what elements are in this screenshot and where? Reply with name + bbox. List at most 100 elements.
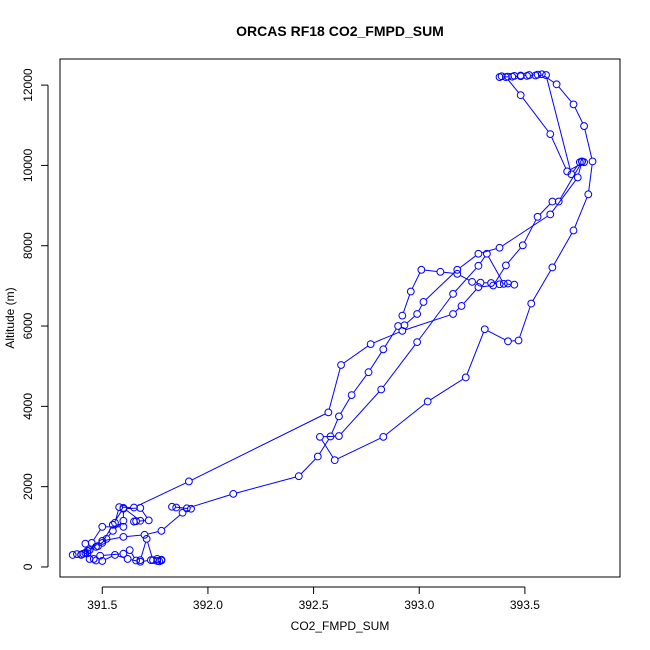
series-segment [406,315,415,324]
series-segment [143,560,148,562]
data-point [68,551,77,559]
series-segment [487,330,506,341]
data-point [453,269,462,278]
data-point [480,325,489,334]
data-point [229,489,238,498]
series-segment [147,531,159,535]
series-segment [569,163,582,171]
series-segment [236,476,296,494]
data-point [92,542,100,551]
series-segment [572,164,579,172]
data-point [406,287,415,296]
y-tick-label: 2000 [21,473,35,500]
data-point [495,280,504,289]
series-segment [340,397,351,414]
series-segment [553,233,573,265]
series-segment [532,270,552,301]
data-point [168,502,176,511]
series-segment [353,374,367,393]
data-series [77,534,166,566]
data-point [83,549,92,558]
data-point [123,555,132,563]
data-point [417,265,426,274]
data-point [157,526,166,535]
data-point [398,311,407,320]
data-point [578,157,586,166]
series-segment [114,510,123,523]
data-point [548,197,557,206]
data-point [324,408,333,417]
data-point [413,338,422,346]
data-point [499,279,508,288]
series-segment [584,129,593,159]
series-segment [131,552,135,558]
data-point [83,546,92,555]
data-point [187,504,195,513]
series-layer [68,70,597,566]
series-segment [405,314,450,331]
series-segment [114,522,122,529]
y-tick-label: 10000 [21,148,35,182]
series-segment [574,197,588,228]
series-segment [418,304,423,312]
data-point [337,361,345,369]
series-segment [300,458,316,475]
data-point [531,71,540,80]
data-point [96,551,105,560]
series-segment [463,289,477,304]
series-segment [443,271,454,274]
data-point [330,456,339,465]
series-segment [85,546,90,556]
data-point [140,530,149,539]
data-point [379,432,388,441]
data-point [294,472,303,481]
data-point [182,504,191,513]
data-point [504,279,512,288]
series-segment [130,559,138,562]
data-point [419,298,428,306]
data-point [449,310,457,318]
data-point [98,536,107,545]
series-segment [560,164,581,199]
series-segment [588,164,593,192]
data-point [523,71,531,80]
series-segment [418,296,452,340]
series-segment [189,494,231,508]
data-point [533,212,542,221]
series-segment [411,272,421,289]
series-segment [430,378,464,401]
series-segment [574,107,584,124]
data-point [474,249,483,258]
data-point [495,73,504,81]
data-point [461,373,470,382]
series-segment [551,136,567,169]
data-point [546,130,555,138]
data-point [119,532,128,541]
data-point [552,80,561,89]
data-point [89,555,98,563]
data-point [527,299,536,308]
series-segment [551,179,577,212]
data-point [573,173,582,182]
series-segment [481,285,490,288]
data-point [108,520,117,529]
plot-frame [59,58,621,578]
data-point [81,539,90,548]
data-point [449,290,457,298]
series-segment [337,437,381,460]
data-point [457,302,466,310]
data-point [108,526,117,535]
series-segment [115,510,119,520]
x-tick-label: 392.0 [193,598,223,612]
series-segment [488,256,503,282]
data-point [335,412,343,421]
data-point [563,167,572,176]
data-point [588,157,597,166]
series-segment [105,555,113,560]
data-point [98,522,107,531]
series-segment [321,439,334,458]
data-point [567,170,576,179]
series-segment [340,391,380,434]
y-tick-label: 6000 [21,312,35,339]
series-segment [319,439,330,454]
